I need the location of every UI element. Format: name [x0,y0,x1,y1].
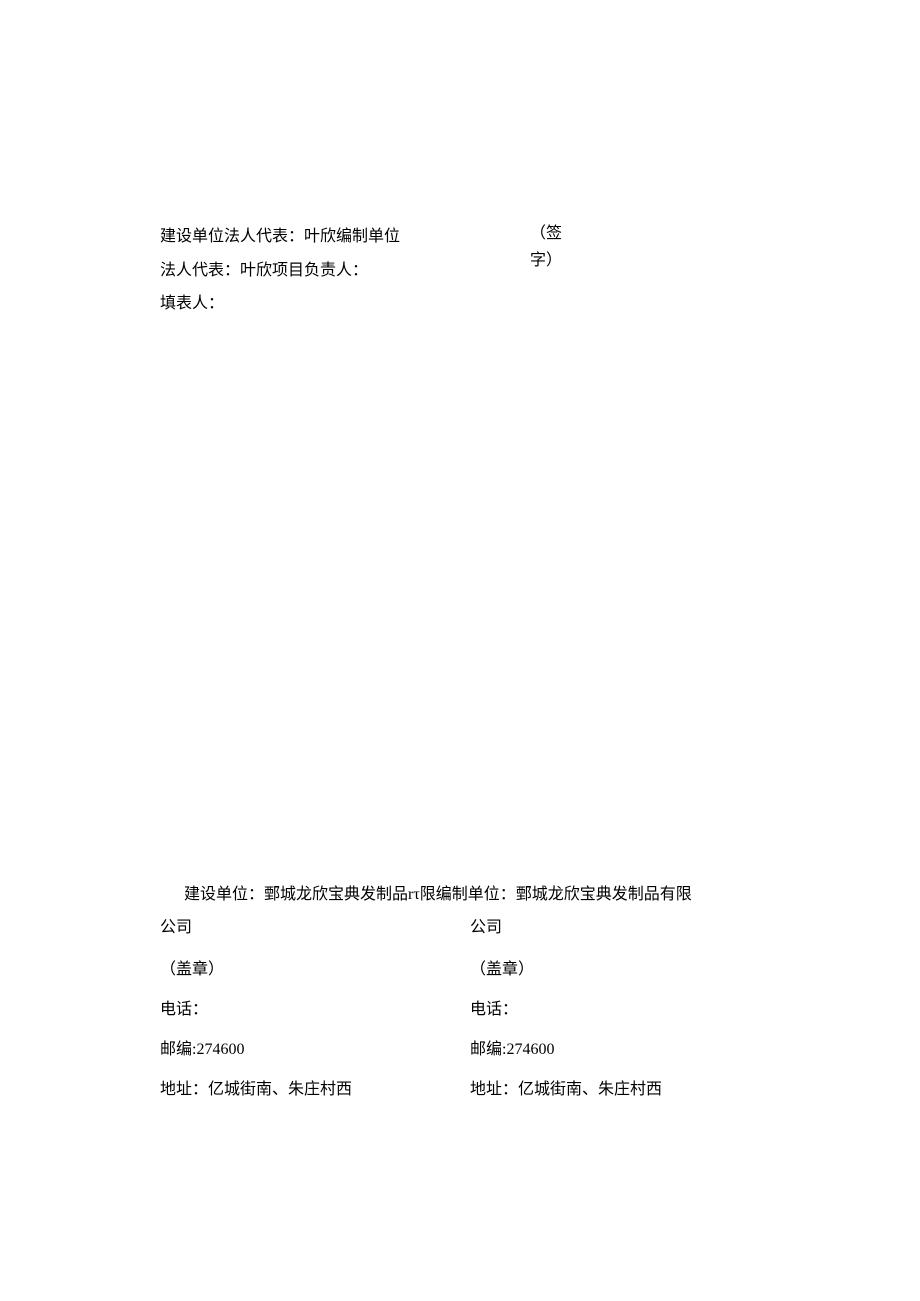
address-value-left: 亿城街南、朱庄村西 [208,1081,352,1098]
company-name-continuation-left: 公司 [160,914,470,943]
units-intro-line: 建设单位：鄄城龙欣宝典发制品rτ限编制单位：鄄城龙欣宝典发制品有限 [160,881,790,910]
two-column-container: 公司 （盖章） 电话： 邮编:274600 地址：亿城街南、朱庄村西 公司 （盖… [160,914,790,1111]
postcode-value-left: 274600 [196,1041,244,1058]
signature-annotation: （签 字） [530,220,562,274]
representative-info-block: 建设单位法人代表：叶欣编制单位 法人代表：叶欣项目负责人： 填表人： [160,220,400,321]
compilation-unit-column: 公司 （盖章） 电话： 邮编:274600 地址：亿城街南、朱庄村西 [470,914,790,1111]
postcode-line-right: 邮编:274600 [470,1030,790,1070]
stamp-label-right: （盖章） [470,950,790,990]
address-line-right: 地址：亿城街南、朱庄村西 [470,1070,790,1110]
phone-line-left: 电话： [160,990,470,1030]
top-signature-section: 建设单位法人代表：叶欣编制单位 法人代表：叶欣项目负责人： 填表人： （签 字） [160,220,790,321]
stamp-label-left: （盖章） [160,950,470,990]
phone-line-right: 电话： [470,990,790,1030]
page-container: 建设单位法人代表：叶欣编制单位 法人代表：叶欣项目负责人： 填表人： （签 字）… [0,0,920,1301]
legal-rep-project-leader-line: 法人代表：叶欣项目负责人： [160,254,400,288]
postcode-label-right: 邮编: [470,1041,506,1058]
postcode-value-right: 274600 [506,1041,554,1058]
form-filler-line: 填表人： [160,287,400,321]
construction-unit-rep-line: 建设单位法人代表：叶欣编制单位 [160,220,400,254]
postcode-label-left: 邮编: [160,1041,196,1058]
address-value-right: 亿城街南、朱庄村西 [518,1081,662,1098]
postcode-line-left: 邮编:274600 [160,1030,470,1070]
signature-annotation-line2: 字） [530,247,562,274]
address-line-left: 地址：亿城街南、朱庄村西 [160,1070,470,1110]
address-label-left: 地址： [160,1081,208,1098]
bottom-contact-section: 建设单位：鄄城龙欣宝典发制品rτ限编制单位：鄄城龙欣宝典发制品有限 公司 （盖章… [160,881,790,1111]
signature-annotation-line1: （签 [530,220,562,247]
address-label-right: 地址： [470,1081,518,1098]
company-name-continuation-right: 公司 [470,914,790,943]
construction-unit-column: 公司 （盖章） 电话： 邮编:274600 地址：亿城街南、朱庄村西 [160,914,470,1111]
